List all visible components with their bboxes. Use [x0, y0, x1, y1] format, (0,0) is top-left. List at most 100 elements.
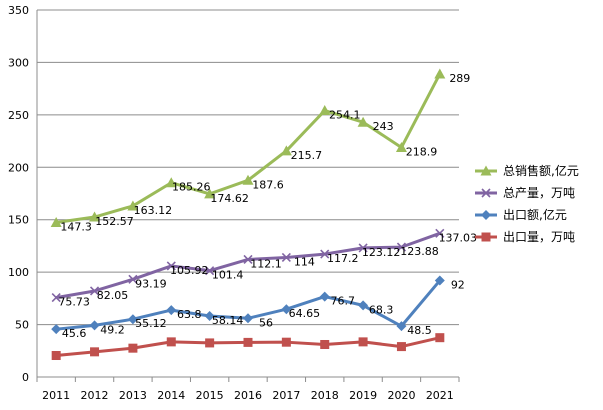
data-label-2-0: 45.6	[62, 327, 87, 340]
legend-item-2: 出口额,亿元	[475, 207, 567, 222]
data-point-2-1	[89, 320, 100, 331]
data-point-0-4	[204, 188, 216, 199]
data-label-2-3: 63.8	[177, 308, 202, 321]
x-tick-label: 2014	[157, 389, 185, 402]
data-label-0-4: 174.62	[210, 192, 249, 205]
data-point-0-1	[89, 211, 101, 222]
x-tick-label: 2012	[81, 389, 109, 402]
data-point-1-0	[51, 293, 61, 303]
data-point-3-9	[396, 342, 406, 352]
data-label-0-10: 289	[449, 72, 470, 85]
legend-label: 出口额,亿元	[503, 207, 567, 222]
legend-label: 出口量，万吨	[503, 230, 575, 244]
data-point-1-7-stroke-b	[320, 249, 330, 259]
y-tick-label: 300	[8, 56, 29, 69]
data-label-2-5: 56	[259, 316, 273, 329]
series-3	[51, 333, 445, 361]
data-label-1-5: 112.1	[250, 257, 282, 270]
data-point-2-4	[204, 311, 215, 322]
data-point-2-3	[166, 305, 177, 316]
data-label-2-1: 49.2	[100, 323, 125, 336]
data-label-1-8: 123.12	[362, 246, 401, 259]
legend-swatch-marker	[481, 188, 491, 198]
data-point-1-3-stroke-b	[166, 261, 176, 271]
data-label-2-4: 58.14	[212, 314, 244, 327]
data-label-0-7: 254.1	[329, 109, 361, 122]
data-point-2-0	[51, 324, 62, 335]
data-label-1-7: 117.2	[327, 252, 359, 265]
x-tick-label: 2016	[234, 389, 262, 402]
data-label-0-2: 163.12	[134, 204, 173, 217]
data-label-1-9: 123.88	[400, 245, 439, 258]
data-point-1-10-stroke-b	[435, 228, 445, 238]
data-label-1-2: 93.19	[135, 277, 167, 290]
y-tick-label: 200	[8, 161, 29, 174]
data-point-0-8	[357, 116, 369, 127]
data-label-2-8: 68.3	[369, 303, 394, 316]
data-point-3-10	[435, 333, 445, 343]
data-point-0-0	[50, 217, 62, 228]
data-point-1-2-stroke-b	[128, 274, 138, 284]
y-tick-label: 0	[22, 371, 29, 384]
data-label-2-7: 76.7	[330, 295, 355, 308]
data-point-2-8	[358, 300, 369, 311]
data-label-1-0: 75.73	[58, 296, 90, 309]
x-tick-label: 2020	[387, 389, 415, 402]
data-point-3-3	[166, 337, 176, 347]
data-point-1-10	[435, 228, 445, 238]
data-point-2-10	[434, 275, 445, 286]
legend-label: 总销售额,亿元	[503, 163, 579, 178]
data-point-1-3	[166, 261, 176, 271]
data-point-3-4	[205, 338, 215, 348]
data-label-2-6: 64.65	[289, 307, 321, 320]
data-label-2-2: 55.12	[135, 317, 167, 330]
data-point-1-4	[205, 266, 215, 276]
data-point-0-10	[434, 68, 446, 79]
data-point-0-9	[395, 141, 407, 152]
data-point-1-5-stroke-b	[243, 254, 253, 265]
data-point-0-2	[127, 200, 139, 211]
data-point-1-9	[396, 242, 407, 252]
y-tick-label: 250	[8, 109, 29, 122]
data-point-1-0-stroke-b	[51, 293, 61, 303]
data-label-0-1: 152.57	[95, 215, 134, 228]
x-tick-label: 2013	[119, 389, 147, 402]
legend-item-3: 出口量，万吨	[475, 230, 575, 244]
y-tick-label: 100	[8, 266, 29, 279]
data-point-3-1	[90, 347, 100, 357]
data-point-1-2	[128, 274, 138, 284]
legend-item-0: 总销售额,亿元	[475, 163, 579, 178]
data-label-0-8: 243	[373, 120, 394, 133]
data-point-3-8	[358, 337, 368, 347]
legend-swatch-marker	[480, 165, 492, 176]
data-point-1-1-stroke-b	[89, 286, 100, 296]
legend-swatch-marker	[481, 232, 491, 242]
x-tick-label: 2018	[311, 389, 339, 402]
data-point-2-7	[319, 291, 330, 302]
legend-swatch-marker	[481, 210, 491, 220]
data-label-1-1: 82.05	[97, 289, 129, 302]
data-point-1-6	[281, 252, 291, 263]
gridlines	[37, 9, 459, 326]
data-point-0-7	[319, 105, 331, 116]
data-label-0-0: 147.3	[60, 221, 92, 234]
x-tick-label: 2021	[426, 389, 454, 402]
axes: 0 50 100 150 200 250 300 350 2011 2012 2013 2014 201…	[8, 4, 460, 402]
data-point-1-8-stroke-b	[358, 243, 368, 253]
legend-swatch-marker-stroke-b	[481, 188, 491, 198]
data-label-0-5: 187.6	[252, 178, 284, 191]
data-point-1-1	[89, 286, 100, 296]
data-label-0-6: 215.7	[291, 149, 323, 162]
data-point-1-7	[320, 249, 330, 259]
data-label-2-10: 92	[451, 279, 465, 292]
data-point-0-5	[242, 174, 254, 185]
data-label-1-4: 101.4	[212, 269, 244, 282]
x-tick-label: 2015	[196, 389, 224, 402]
data-point-0-3	[165, 177, 177, 188]
x-tick-label: 2011	[42, 389, 70, 402]
data-label-1-10: 137.03	[439, 231, 478, 244]
data-point-1-9-stroke-b	[396, 242, 407, 252]
